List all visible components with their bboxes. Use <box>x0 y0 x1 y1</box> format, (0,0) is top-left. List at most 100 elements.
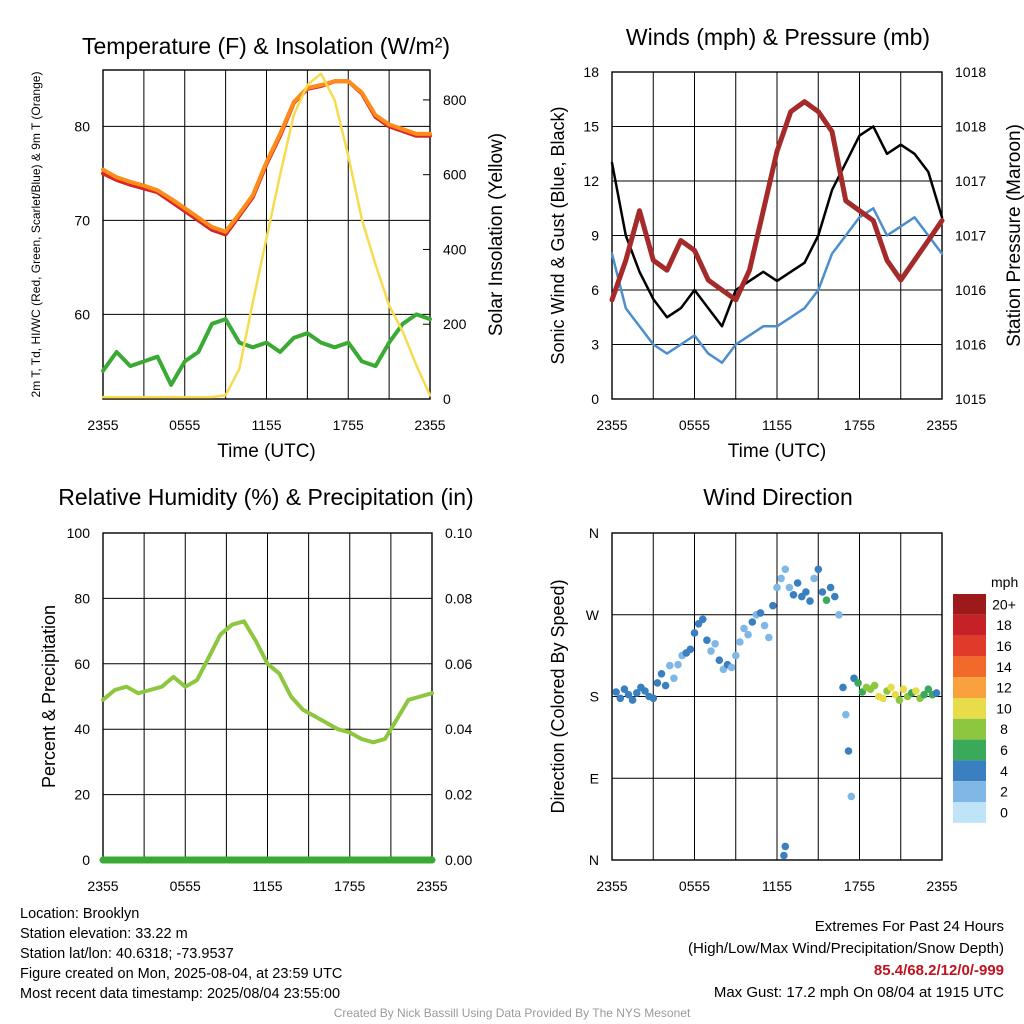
dir-legend-label: 8 <box>1000 721 1008 737</box>
dir-point <box>727 663 736 672</box>
dir-point <box>844 747 853 755</box>
dir-point <box>781 842 790 851</box>
rh-ylabel: Percent & Precipitation <box>39 605 59 788</box>
dir-point <box>895 696 904 704</box>
temp-xtick-label: 2355 <box>414 417 445 433</box>
dir-point <box>826 583 835 592</box>
dir-point <box>847 792 856 801</box>
wind-ytick-label: 9 <box>591 228 599 244</box>
dir-legend-label: 2 <box>1000 784 1008 800</box>
dir-point <box>756 609 765 617</box>
rh-y2tick-label: 0.06 <box>445 656 472 672</box>
dir-ytick-label: N <box>589 525 599 541</box>
dir-point <box>748 618 757 626</box>
station-latlon: Station lat/lon: 40.6318; -73.9537 <box>20 946 234 962</box>
dir-point <box>703 636 711 644</box>
dir-point <box>780 851 788 860</box>
dir-point <box>670 674 678 683</box>
temp-y2tick-label: 200 <box>443 316 467 332</box>
max-gust: Max Gust: 17.2 mph On 08/04 at 1915 UTC <box>713 984 1004 1001</box>
dir-point <box>887 683 895 692</box>
wind-xtick-label: 2355 <box>926 417 957 433</box>
rh-ytick-label: 0 <box>82 852 90 868</box>
dir-legend-swatch <box>953 739 986 761</box>
dir-legend-swatch <box>953 760 986 782</box>
rh-xtick-label: 2355 <box>416 878 447 894</box>
dir-point <box>620 685 629 693</box>
wind-y2tick-label: 1018 <box>955 119 986 135</box>
wind-ytick-label: 6 <box>591 282 599 298</box>
dir-point <box>732 651 740 660</box>
wind-ytick-label: 15 <box>583 119 599 135</box>
dir-legend-label: 12 <box>996 680 1012 696</box>
extremes-values: 85.4/68.2/12/0/-999 <box>873 962 1004 979</box>
dir-legend-title: mph <box>991 574 1018 590</box>
dir-point <box>707 647 715 655</box>
rh-y2tick-label: 0.00 <box>445 852 472 868</box>
dir-point <box>612 688 620 696</box>
dir-xtick-label: 1155 <box>762 878 792 894</box>
wind-y2tick-label: 1015 <box>955 391 986 407</box>
temp-series-9m-t <box>101 79 432 234</box>
dir-point <box>657 670 666 678</box>
dir-ytick-label: S <box>590 689 599 705</box>
dir-legend-swatch <box>953 718 986 740</box>
dir-legend-label: 20+ <box>992 596 1016 612</box>
temp-xtick-label: 2355 <box>87 417 118 433</box>
dir-title: Wind Direction <box>703 484 853 510</box>
dir-legend-label: 18 <box>996 617 1012 633</box>
dir-point <box>711 640 719 648</box>
dir-point <box>785 583 794 592</box>
dir-point <box>715 656 724 664</box>
credit-line: Created By Nick Bassill Using Data Provi… <box>333 1006 691 1020</box>
dir-point <box>899 685 908 693</box>
dir-legend-swatch <box>953 614 986 636</box>
dir-xtick-label: 0555 <box>679 878 710 894</box>
dir-point <box>765 633 773 642</box>
dir-legend-swatch <box>953 594 986 615</box>
temp-y2tick-label: 800 <box>443 92 467 108</box>
dir-point <box>831 592 839 601</box>
dir-legend-label: 14 <box>996 659 1012 675</box>
dir-point <box>822 596 831 604</box>
temp-y2tick-label: 600 <box>443 167 467 183</box>
figure-created: Figure created on Mon, 2025-08-04, at 23… <box>20 966 343 982</box>
dir-point <box>793 579 802 587</box>
rh-xtick-label: 1155 <box>252 878 282 894</box>
dir-legend-swatch <box>953 677 986 698</box>
dir-point <box>879 694 887 703</box>
dir-point <box>835 611 843 619</box>
dir-point <box>624 690 633 699</box>
dir-point <box>842 710 850 719</box>
dir-point <box>802 588 810 596</box>
dir-point <box>661 681 670 690</box>
dir-point <box>773 583 781 592</box>
dir-point <box>674 660 682 669</box>
dir-point <box>806 597 814 605</box>
dir-legend-label: 10 <box>996 700 1012 716</box>
dir-point <box>628 696 637 704</box>
temp-xtick-label: 1755 <box>333 417 364 433</box>
wind-title: Winds (mph) & Pressure (mb) <box>626 24 930 50</box>
dir-legend-label: 0 <box>1000 804 1008 820</box>
dir-xtick-label: 2355 <box>596 878 627 894</box>
dir-point <box>912 687 920 695</box>
wind-ytick-label: 12 <box>583 173 599 189</box>
temp-series-solar-insolation <box>101 72 432 399</box>
wind-ytick-label: 18 <box>583 64 599 80</box>
wind-frame <box>611 71 943 400</box>
dir-point <box>789 591 798 599</box>
wind-y2tick-label: 1018 <box>955 64 986 80</box>
dir-ytick-label: N <box>589 852 599 868</box>
recent-data-timestamp: Most recent data timestamp: 2025/08/04 2… <box>20 986 341 1002</box>
dir-point <box>633 689 641 697</box>
wind-y2tick-label: 1016 <box>955 282 986 298</box>
dir-xtick-label: 1755 <box>844 878 875 894</box>
dir-legend-swatch <box>953 656 986 678</box>
dir-point <box>924 685 933 693</box>
wind-y2tick-label: 1016 <box>955 337 986 353</box>
dir-point <box>920 690 928 699</box>
temp-series-td <box>101 312 432 387</box>
dir-point <box>810 574 818 583</box>
wind-xtick-label: 1155 <box>762 417 792 433</box>
